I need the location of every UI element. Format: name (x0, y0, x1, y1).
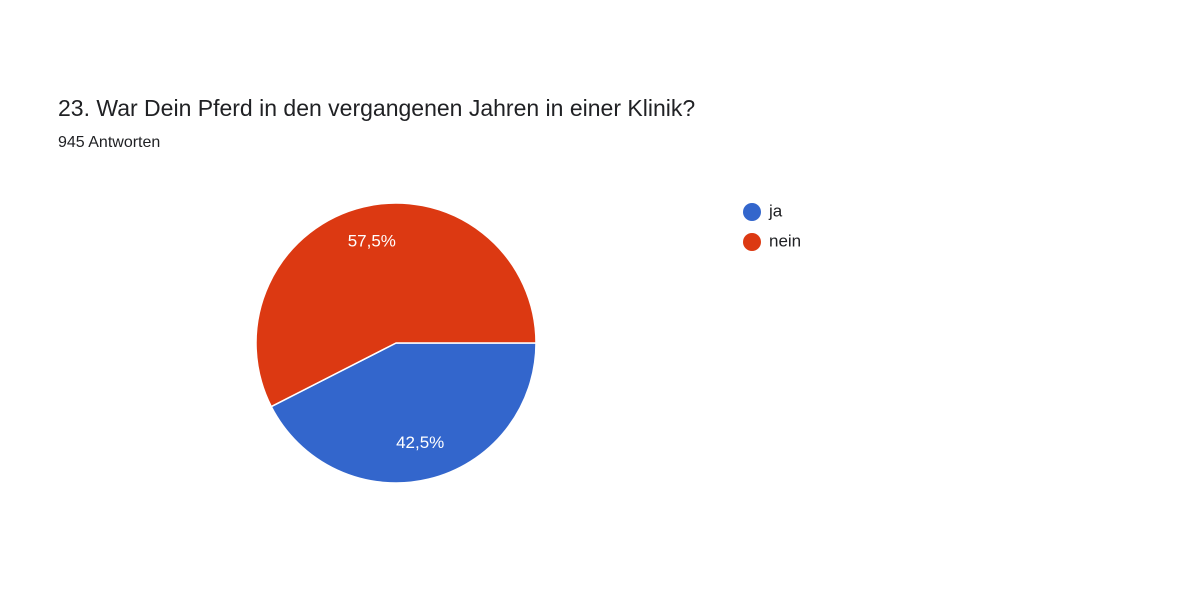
legend-marker (743, 203, 761, 221)
legend-marker (743, 233, 761, 251)
pie-slice (255, 202, 537, 408)
legend-label: ja (768, 201, 783, 220)
legend-label: nein (769, 231, 801, 250)
slice-label: 42,5% (396, 433, 444, 452)
pie-slice (270, 342, 537, 484)
slice-label: 57,5% (348, 232, 396, 251)
chart-subtitle: 945 Antworten (58, 134, 160, 151)
chart-title: 23. War Dein Pferd in den vergangenen Ja… (58, 95, 695, 121)
